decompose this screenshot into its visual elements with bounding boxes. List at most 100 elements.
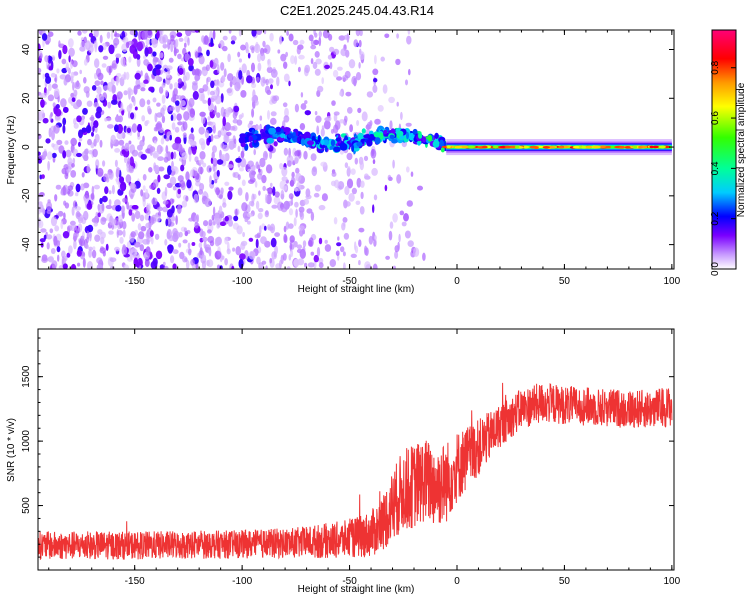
carrier-blob <box>418 132 423 139</box>
noise-blob <box>304 110 311 116</box>
colorbar-tick-label: 0.8 <box>710 60 721 74</box>
noise-blob <box>199 183 205 191</box>
noise-blob <box>115 56 119 64</box>
noise-blob <box>54 108 62 117</box>
noise-blob <box>313 192 320 198</box>
noise-blob <box>230 35 237 42</box>
noise-blob <box>41 109 44 114</box>
noise-blob <box>41 257 48 263</box>
noise-blob <box>154 140 157 145</box>
noise-blob <box>281 166 288 177</box>
noise-blob <box>170 43 174 53</box>
noise-blob <box>114 124 119 132</box>
noise-blob <box>61 250 66 259</box>
colorbar-label: Normalized spectral amplitude <box>736 82 747 217</box>
carrier-blob <box>434 132 439 139</box>
carrier-blob <box>330 139 336 147</box>
noise-blob <box>348 193 355 202</box>
noise-blob <box>322 30 330 39</box>
noise-blob <box>279 163 284 170</box>
noise-blob <box>238 30 242 37</box>
noise-blob <box>293 217 297 227</box>
noise-blob <box>269 257 273 264</box>
noise-blob <box>343 34 350 40</box>
carrier-blob <box>311 135 316 143</box>
noise-blob <box>199 111 206 117</box>
noise-blob <box>92 148 98 158</box>
noise-blob <box>107 82 112 89</box>
noise-blob <box>210 134 214 142</box>
noise-blob <box>388 96 395 104</box>
noise-blob <box>163 174 170 180</box>
noise-blob <box>73 89 78 97</box>
noise-blob <box>170 215 176 222</box>
noise-blob <box>128 140 132 145</box>
noise-blob <box>167 165 172 176</box>
noise-blob <box>111 60 118 70</box>
noise-blob <box>191 145 197 155</box>
noise-blob <box>256 256 261 265</box>
noise-blob <box>246 213 254 218</box>
noise-blob <box>58 40 61 48</box>
noise-blob <box>66 252 71 258</box>
noise-blob <box>44 55 49 63</box>
noise-blob <box>123 264 130 269</box>
noise-blob <box>70 264 77 269</box>
noise-blob <box>68 245 73 255</box>
noise-blob <box>315 58 322 65</box>
noise-blob <box>261 174 267 184</box>
noise-blob <box>347 107 353 114</box>
noise-blob <box>283 61 288 69</box>
noise-blob <box>276 76 280 87</box>
noise-blob <box>248 250 256 260</box>
noise-blob <box>270 117 277 125</box>
noise-blob <box>63 212 66 220</box>
noise-blob <box>194 74 200 82</box>
noise-blob <box>109 265 115 269</box>
noise-blob <box>139 214 145 222</box>
noise-blob <box>270 182 273 188</box>
noise-blob <box>214 95 222 105</box>
noise-blob <box>140 153 147 160</box>
noise-blob <box>60 220 64 230</box>
noise-blob <box>406 200 413 207</box>
noise-blob <box>105 177 110 183</box>
noise-blob <box>134 210 141 220</box>
noise-blob <box>89 232 92 242</box>
carrier-blob <box>303 131 311 139</box>
noise-blob <box>261 260 267 265</box>
carrier-blob <box>240 142 246 148</box>
noise-blob <box>350 168 356 175</box>
noise-blob <box>204 198 212 208</box>
noise-blob <box>331 171 337 177</box>
colorbar-tick-label: 0.6 <box>710 111 721 125</box>
noise-blob <box>202 162 207 168</box>
noise-blob <box>198 138 205 146</box>
noise-blob <box>230 40 236 45</box>
noise-blob <box>244 217 249 223</box>
noise-blob <box>83 86 90 94</box>
noise-blob <box>110 134 116 145</box>
noise-blob <box>171 205 175 214</box>
noise-blob <box>121 149 126 155</box>
noise-blob <box>284 107 289 118</box>
noise-blob <box>170 166 178 172</box>
noise-blob <box>49 114 52 121</box>
noise-blob <box>321 77 325 85</box>
noise-blob <box>324 64 331 69</box>
noise-blob <box>318 204 326 211</box>
noise-blob <box>166 39 171 44</box>
noise-blob <box>295 167 300 174</box>
noise-blob <box>144 214 149 221</box>
noise-blob <box>185 171 190 181</box>
noise-blob <box>212 125 216 134</box>
noise-blob <box>283 115 290 123</box>
noise-blob <box>287 160 292 167</box>
noise-blob <box>150 236 154 245</box>
noise-blob <box>92 246 96 251</box>
noise-blob <box>200 93 205 102</box>
noise-blob <box>313 260 317 269</box>
noise-blob <box>113 37 120 46</box>
noise-blob <box>422 252 426 261</box>
noise-blob <box>354 245 359 254</box>
